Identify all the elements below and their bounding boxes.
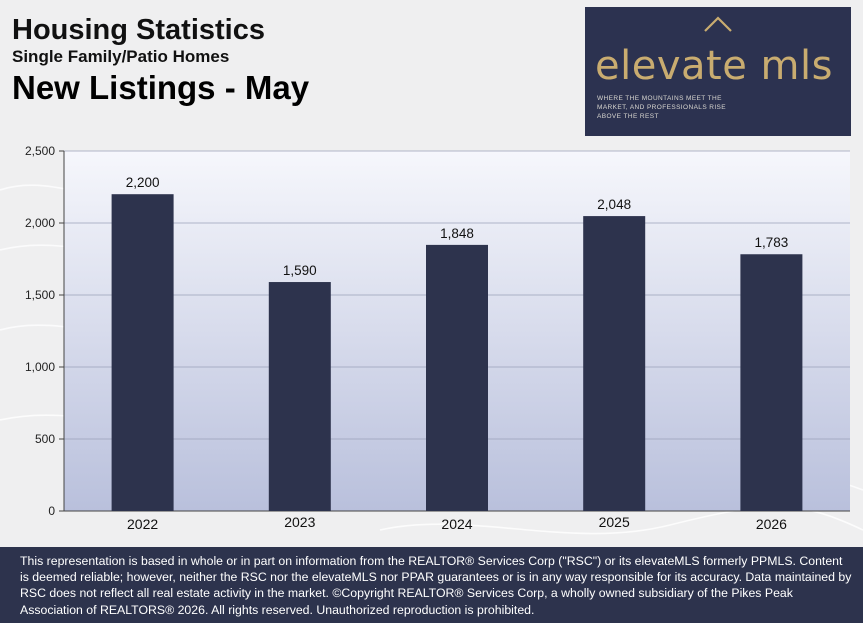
x-tick-label: 2026 [756,516,787,532]
x-tick-label: 2023 [284,514,315,530]
elevate-mls-logo: elevate mls Where the mountains meet the… [585,7,851,136]
data-label: 1,783 [755,235,789,250]
bar-2023 [268,282,331,511]
data-label: 2,200 [126,175,160,190]
new-listings-bar-chart: 0 500 1,000 1,500 2,000 2,500 2,200 1,590 1,848… [25,144,850,532]
data-label: 2,048 [597,197,631,212]
disclaimer-footer: This representation is based in whole or… [0,547,863,623]
bar-2022 [111,194,174,511]
mountain-chevron-icon [704,16,732,32]
y-tick-label: 1,500 [25,288,55,302]
page-title: Housing Statistics [12,14,265,46]
x-axis-ticks: 2022 2023 2024 2025 2026 [127,514,787,532]
y-tick-label: 500 [35,432,55,446]
data-label: 1,848 [440,226,474,241]
page-subtitle: Single Family/Patio Homes [12,47,230,66]
disclaimer-text: This representation is based in whole or… [20,554,852,617]
logo-tagline: Where the mountains meet the market, and… [597,95,727,120]
y-axis-ticks: 0 500 1,000 1,500 2,000 2,500 [25,144,850,518]
y-tick-label: 1,000 [25,360,55,374]
bar-2025 [583,216,646,511]
bar-series: 2,200 1,590 1,848 2,048 1,783 [111,175,803,512]
y-tick-label: 2,000 [25,216,55,230]
x-tick-label: 2025 [599,514,630,530]
header: Housing Statistics Single Family/Patio H… [12,14,309,106]
bar-2026 [740,254,803,512]
x-tick-label: 2024 [441,516,472,532]
data-label: 1,590 [283,263,317,278]
x-tick-label: 2022 [127,516,158,532]
y-tick-label: 2,500 [25,144,55,158]
bar-2024 [426,244,488,511]
logo-wordmark: elevate mls [595,43,833,89]
chart-heading: New Listings - May [12,69,310,106]
y-tick-label: 0 [48,504,55,518]
